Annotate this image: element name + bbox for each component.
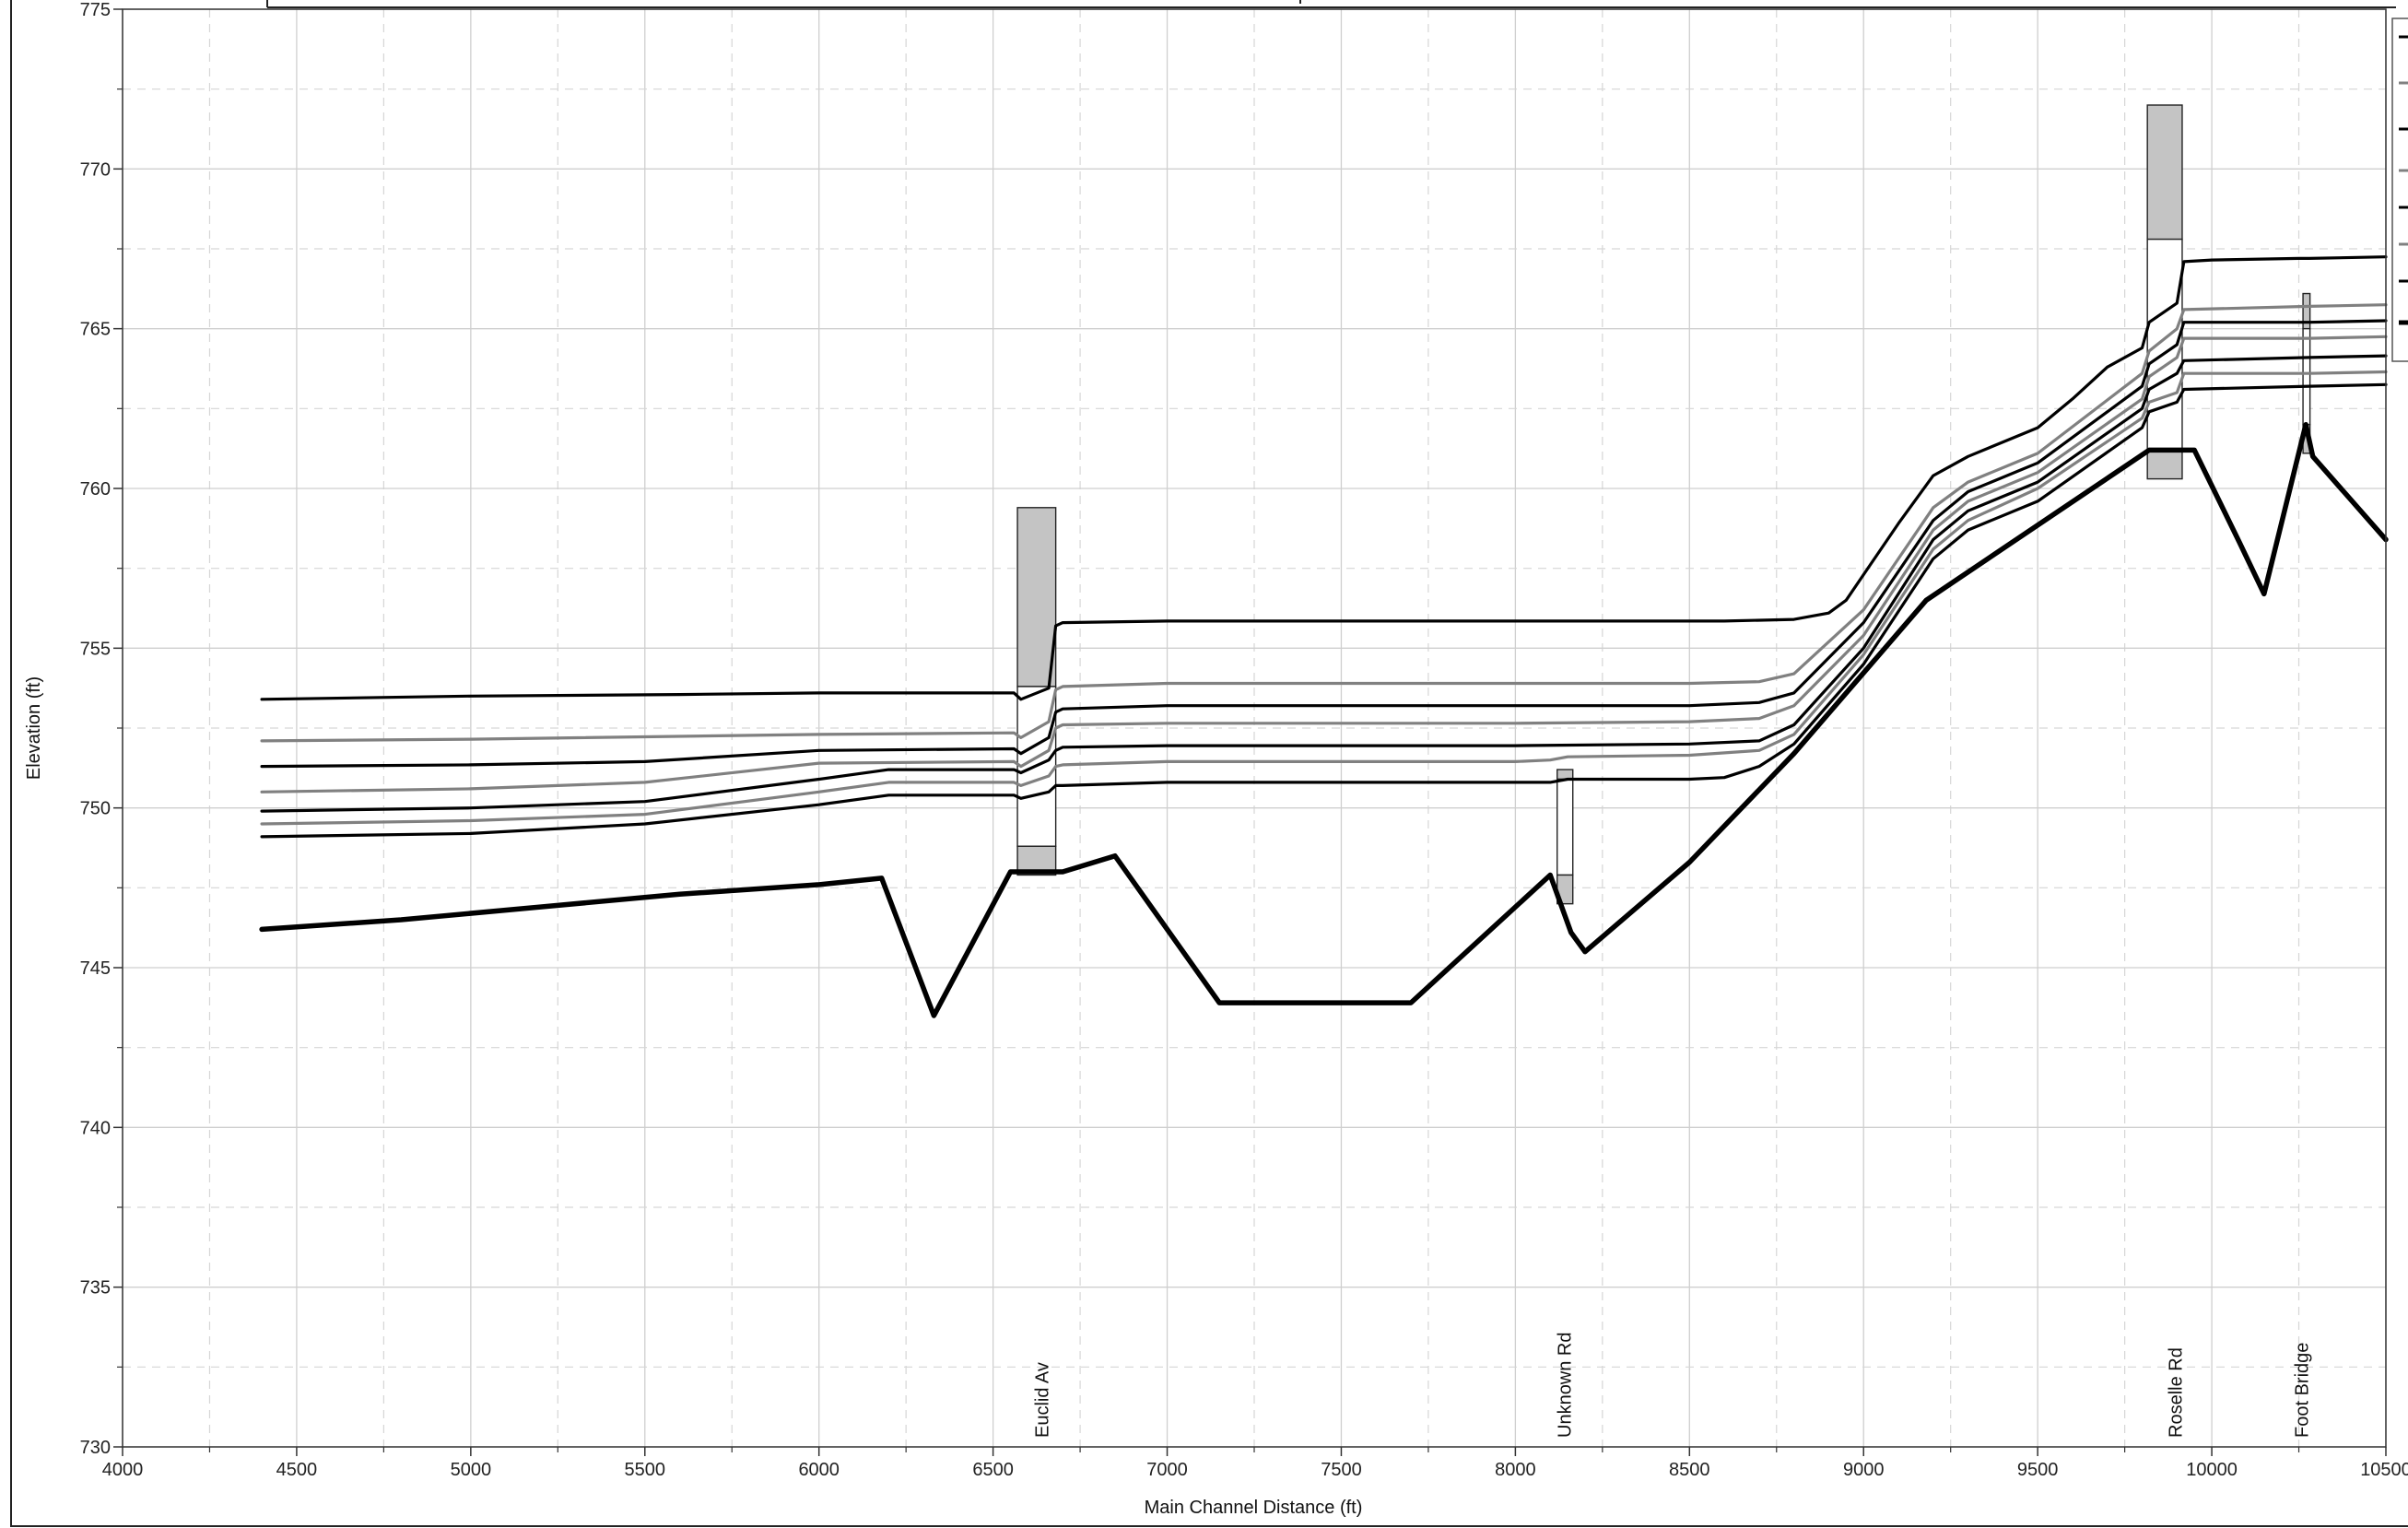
x-tick-label: 4500 (276, 1460, 318, 1480)
bridge-roselle-rd (2146, 104, 2183, 480)
bridge-label: Foot Bridge (2293, 1343, 2313, 1438)
water-surface-line (260, 382, 2388, 839)
x-tick-label: 9000 (1843, 1460, 1885, 1480)
y-tick-label: 745 (80, 958, 111, 979)
y-tick-label: 730 (80, 1438, 111, 1458)
ground-profile-line (259, 421, 2389, 1018)
bridge-unknown-rd (1556, 769, 1574, 905)
x-tick-label: 10500 (2360, 1460, 2408, 1480)
x-tick-label: 4000 (102, 1460, 144, 1480)
y-axis-title: Elevation (ft) (24, 676, 44, 780)
bridge-opening (2302, 327, 2311, 426)
water-surface-line (260, 335, 2388, 793)
x-tick-label: 8500 (1669, 1460, 1710, 1480)
bridge-label: Unknown Rd (1555, 1332, 1575, 1438)
y-tick-label: 735 (80, 1278, 111, 1299)
series-lines (259, 255, 2389, 1018)
water-surface-line (260, 319, 2388, 769)
grid (122, 8, 2387, 1448)
x-tick-label: 7500 (1321, 1460, 1362, 1480)
x-tick-label: 7000 (1146, 1460, 1188, 1480)
water-surface-line (260, 303, 2388, 743)
bridge-deck (2146, 104, 2183, 241)
bridge-opening (1556, 778, 1574, 876)
bridge-euclid-av (1016, 507, 1057, 876)
y-tick-label: 770 (80, 159, 111, 180)
x-tick-label: 9500 (2017, 1460, 2059, 1480)
title-strip-mark (1299, 0, 1301, 4)
axis-ticks: 4000 4500 5000 5500 6000 6500 7000 7500 8000 8500… (80, 0, 2408, 1480)
y-tick-label: 765 (80, 320, 111, 340)
legend (2391, 18, 2408, 362)
x-tick-label: 6000 (798, 1460, 840, 1480)
x-tick-label: 8000 (1495, 1460, 1536, 1480)
bridge-deck (1016, 507, 1057, 688)
x-axis-title: Main Channel Distance (ft) (1145, 1498, 1363, 1518)
bridge-labels: Euclid Av Unknown Rd Roselle Rd Foot Bridge (1033, 1332, 2313, 1438)
x-tick-label: 5500 (625, 1460, 666, 1480)
water-surface-line (260, 354, 2388, 813)
water-surface-line (260, 255, 2388, 701)
bridge-label: Euclid Av (1033, 1362, 1053, 1438)
y-tick-label: 740 (80, 1118, 111, 1138)
bridge-pier (2146, 449, 2183, 480)
x-tick-label: 5000 (451, 1460, 492, 1480)
x-tick-label: 6500 (972, 1460, 1014, 1480)
bridge-label: Roselle Rd (2166, 1347, 2186, 1438)
x-tick-label: 10000 (2186, 1460, 2238, 1480)
legend-box (2391, 18, 2408, 362)
water-surface-line (260, 370, 2388, 826)
y-tick-label: 775 (80, 0, 111, 20)
y-tick-label: 755 (80, 639, 111, 659)
y-tick-label: 760 (80, 479, 111, 500)
y-tick-label: 750 (80, 799, 111, 819)
figure-border (10, 0, 2408, 1527)
bridge-structures (1016, 104, 2311, 905)
